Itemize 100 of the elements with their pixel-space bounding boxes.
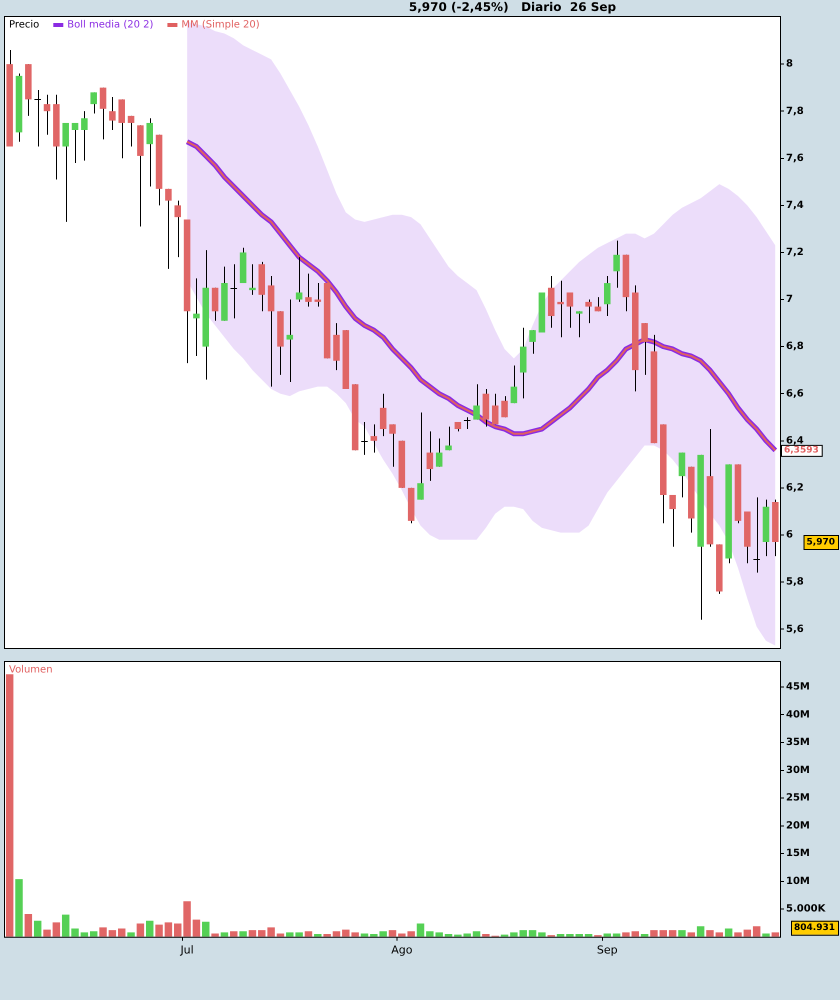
candlestick xyxy=(752,496,760,574)
bar xyxy=(118,928,126,937)
candlestick xyxy=(492,393,498,425)
bar xyxy=(388,930,396,937)
y-tick-label: 8 xyxy=(786,58,793,70)
bar xyxy=(772,932,780,937)
y-tick-label: 6 xyxy=(786,530,793,541)
bar xyxy=(202,922,210,937)
y-tick-label: 7 xyxy=(786,294,793,306)
bar xyxy=(660,930,668,937)
candlestick xyxy=(501,396,508,418)
bar xyxy=(127,932,135,937)
candlestick xyxy=(90,92,97,114)
candlestick xyxy=(389,424,396,468)
x-tick-label: Jul xyxy=(179,943,194,956)
bar xyxy=(379,931,387,937)
bar xyxy=(248,930,256,937)
candlestick xyxy=(417,412,424,500)
candlestick xyxy=(118,98,125,159)
bar xyxy=(519,930,527,937)
bar xyxy=(370,934,378,937)
bar xyxy=(146,920,154,937)
bar xyxy=(482,934,490,937)
bar xyxy=(632,931,640,937)
bar xyxy=(304,931,312,937)
candlestick xyxy=(380,393,386,437)
bar xyxy=(62,914,70,937)
y-tick-label: 15M xyxy=(786,848,810,860)
bar xyxy=(211,933,219,937)
bar xyxy=(136,923,144,937)
y-tick-label: 6,2 xyxy=(786,482,804,494)
candlestick xyxy=(594,296,602,312)
candlestick xyxy=(286,299,294,382)
bar xyxy=(716,932,724,937)
candlestick xyxy=(463,416,471,430)
bar xyxy=(24,914,32,937)
bar xyxy=(724,928,732,937)
bar xyxy=(258,930,266,937)
bar xyxy=(220,932,228,937)
candlestick xyxy=(641,322,648,376)
candlestick xyxy=(445,426,452,451)
x-tick-label: Ago xyxy=(391,943,413,956)
candlestick xyxy=(62,122,69,222)
chart-title: Volumen xyxy=(9,664,53,676)
y-tick-label: 35M xyxy=(786,737,810,748)
bar xyxy=(612,933,620,937)
y-tick-label: 25M xyxy=(786,792,810,804)
y-tick-label: 5,8 xyxy=(786,576,804,588)
x-tick-label: Sep xyxy=(596,943,618,956)
bar xyxy=(668,930,676,937)
candlestick xyxy=(510,364,518,404)
y-tick-label: 20M xyxy=(786,820,810,832)
bar xyxy=(604,933,611,937)
candlestick xyxy=(566,292,574,328)
bar xyxy=(416,923,424,937)
bar xyxy=(650,930,658,937)
bar xyxy=(15,879,23,937)
bar xyxy=(351,932,359,937)
bar xyxy=(90,931,98,937)
candlestick xyxy=(678,452,686,498)
text: 804.931 xyxy=(794,923,836,934)
candlestick xyxy=(436,438,442,468)
bar xyxy=(678,930,686,937)
candlestick xyxy=(585,299,592,324)
legend-label: Boll media (20 2) xyxy=(67,20,154,31)
candlestick xyxy=(473,384,480,420)
bar xyxy=(576,934,583,937)
y-tick-label: 5,6 xyxy=(786,624,804,635)
candlestick xyxy=(426,430,434,482)
legend-label: MM (Simple 20) xyxy=(181,20,260,31)
candlestick xyxy=(100,87,106,140)
bar xyxy=(584,934,592,937)
bar xyxy=(463,933,471,937)
bar xyxy=(407,931,415,937)
bar xyxy=(34,920,42,937)
y-tick-label: 7,2 xyxy=(786,247,804,258)
y-tick-label: 6,8 xyxy=(786,341,804,352)
chart-title: 5,970 (-2,45%) Diario 26 Sep xyxy=(408,0,617,14)
candlestick xyxy=(360,421,368,456)
bar xyxy=(472,931,480,937)
candlestick xyxy=(370,424,378,454)
candlestick xyxy=(174,200,182,258)
bar xyxy=(688,932,696,937)
candlestick xyxy=(314,282,322,308)
bar xyxy=(752,926,760,937)
candlestick xyxy=(296,256,302,302)
y-tick-label: 7,8 xyxy=(786,106,804,117)
y-tick-label: 40M xyxy=(786,709,810,720)
bar xyxy=(286,932,294,937)
candlestick xyxy=(44,94,50,136)
candlestick xyxy=(529,330,536,354)
y-tick-label: 5.000K xyxy=(786,904,827,915)
y-tick-label: 45M xyxy=(786,682,810,693)
y-tick-label: 6,4 xyxy=(786,435,804,446)
bar xyxy=(734,932,742,937)
bar xyxy=(295,932,303,937)
y-tick-label: 30M xyxy=(786,764,810,776)
bar xyxy=(398,933,406,937)
text: 5,970 xyxy=(806,537,835,548)
candlestick xyxy=(72,122,78,164)
